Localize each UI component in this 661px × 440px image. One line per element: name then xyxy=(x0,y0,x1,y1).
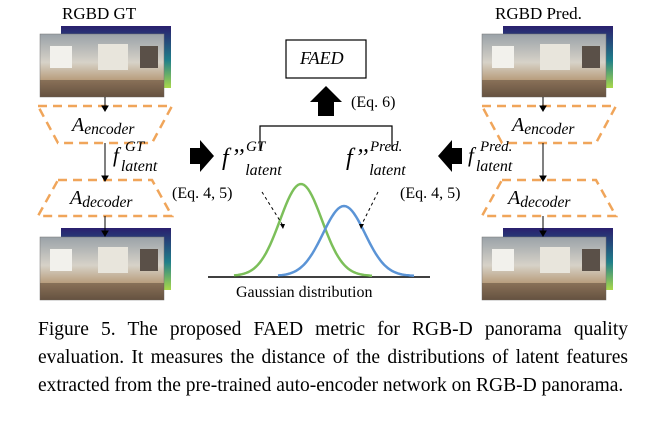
faed-figure: RGBD GT Aencoder f GT latent Adecoder RGBD… xyxy=(35,4,619,301)
figure-graphics xyxy=(35,26,619,301)
gt-decoder-shape xyxy=(35,178,175,218)
right-arrow-icon xyxy=(190,140,214,172)
pred-latent-label: f Pred. latent xyxy=(468,139,513,175)
faed-equation: (Eq. 6) xyxy=(351,94,396,111)
gt-reconstructed-panorama xyxy=(39,228,171,301)
pointer-head-gt xyxy=(280,224,285,229)
pred-equation: (Eq. 4, 5) xyxy=(400,185,461,202)
pointer-head-pred xyxy=(359,224,364,229)
gt-decoder-label: Adecoder xyxy=(70,187,133,211)
distribution-label: Gaussian distribution xyxy=(236,284,373,301)
gt-input-panorama xyxy=(39,26,171,98)
curve-pointers xyxy=(261,191,379,225)
figure-caption: Figure 5. The proposed FAED metric for R… xyxy=(38,319,628,396)
gt-title: RGBD GT xyxy=(62,4,137,23)
pred-gaussian-curve xyxy=(277,204,415,277)
left-arrow-icon xyxy=(438,140,462,172)
faed-label: FAED xyxy=(300,48,344,68)
pred-reconstructed-panorama xyxy=(481,228,613,301)
gt-flow-arrows xyxy=(101,97,109,237)
pred-encoder-label: Aencoder xyxy=(512,114,575,138)
gt-latent-label: f GT latent xyxy=(113,139,158,175)
feature-bracket xyxy=(259,125,393,150)
gt-feature-label: f’’ GT latent xyxy=(222,139,282,179)
pred-decoder-label: Adecoder xyxy=(508,187,571,211)
pred-decoder-shape xyxy=(479,178,619,218)
gt-equation: (Eq. 4, 5) xyxy=(172,185,233,202)
pred-title: RGBD Pred. xyxy=(495,4,582,23)
pred-input-panorama xyxy=(481,26,613,98)
up-arrow-icon xyxy=(310,86,342,116)
gt-gaussian-curve xyxy=(233,182,373,277)
pred-feature-label: f’’ Pred. latent xyxy=(346,139,406,179)
faed-box xyxy=(285,39,367,79)
gt-encoder-label: Aencoder xyxy=(72,114,135,138)
pred-flow-arrows xyxy=(539,97,547,237)
